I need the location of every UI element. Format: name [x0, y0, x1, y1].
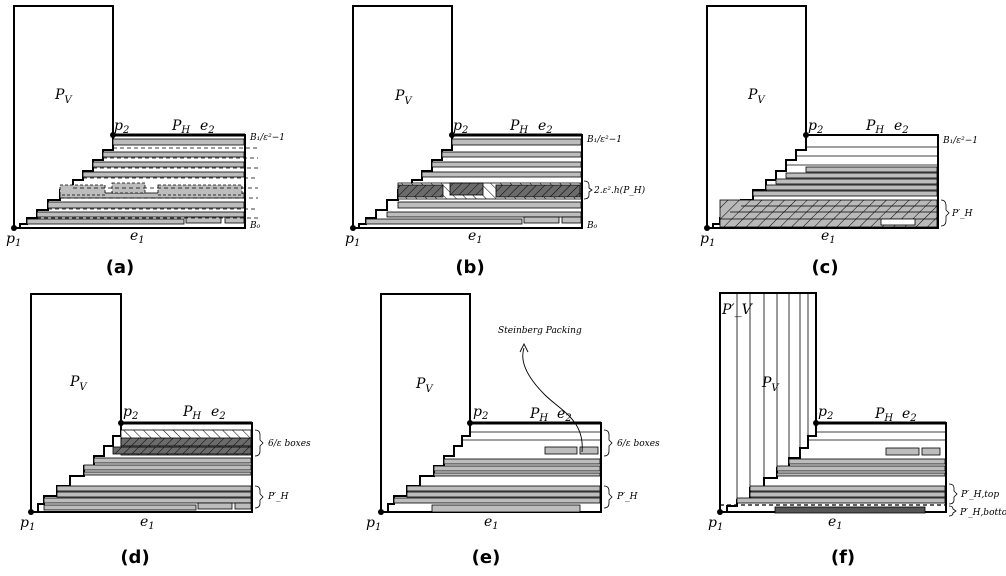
p2-label: p2 — [114, 118, 129, 136]
pv-label: PV — [394, 88, 413, 107]
p1-label: p1 — [345, 231, 360, 249]
block-top-label: B₁/ε²−1 — [249, 133, 285, 143]
caption-e: (e) — [472, 547, 501, 568]
e1-label: e1 — [484, 514, 499, 532]
p1-label: p1 — [708, 515, 723, 533]
panel-e: PV p2 PH e2 p1 e1 Steinberg Packing 6/ε … — [366, 293, 660, 568]
ph-label: PH — [182, 404, 201, 422]
ph-label: PH — [529, 406, 548, 424]
e2-label: e2 — [557, 406, 572, 424]
ph-prime-label: P′_H — [951, 209, 973, 219]
e1-label: e1 — [140, 514, 155, 532]
e2-label: e2 — [211, 404, 226, 422]
p2-label: p2 — [123, 404, 138, 422]
block-bottom-label: B₀ — [249, 221, 261, 231]
p1-label: p1 — [20, 515, 35, 533]
caption-a: (a) — [106, 257, 135, 278]
pv-label: PV — [69, 374, 88, 393]
e1-label: e1 — [828, 514, 843, 532]
e2-label: e2 — [538, 118, 553, 136]
ph-prime-label: P′_H — [267, 492, 289, 502]
caption-f: (f) — [831, 547, 855, 568]
e2-label: e2 — [200, 118, 215, 136]
e1-label: e1 — [468, 228, 483, 246]
ph-label: PH — [874, 406, 893, 424]
p2-label: p2 — [473, 404, 488, 422]
ph-prime-label: P′_H — [616, 492, 638, 502]
panel-f: P′_V PV p2 PH e2 p1 e1 P′_H,top P′_H,bot… — [708, 292, 1006, 568]
boxes-label: 6/ε boxes — [617, 439, 660, 449]
caption-d: (d) — [120, 547, 149, 568]
strip-height-label: 2.ε².h(P_H) — [593, 185, 646, 196]
p1-label: p1 — [366, 515, 381, 533]
block-top-label: B₁/ε²−1 — [586, 135, 622, 145]
e2-label: e2 — [902, 406, 917, 424]
panel-a: PV p2 PH e2 p1 e1 B₁/ε²−1 B₀ (a) — [6, 5, 285, 278]
p1-label: p1 — [6, 231, 21, 249]
pv-label: PV — [54, 87, 73, 106]
p2-label: p2 — [818, 404, 833, 422]
ph-label: PH — [865, 118, 884, 136]
e1-label: e1 — [130, 228, 145, 246]
e1-label: e1 — [821, 228, 836, 246]
ph-label: PH — [509, 118, 528, 136]
steinberg-annotation: Steinberg Packing — [498, 326, 582, 336]
p2-label: p2 — [453, 118, 468, 136]
ph-label: PH — [171, 118, 190, 136]
pv-label: PV — [415, 376, 434, 395]
block-bottom-label: B₀ — [586, 221, 598, 231]
boxes-label: 6/ε boxes — [268, 439, 311, 449]
ph-bottom-label: P′_H,bottom — [959, 508, 1006, 518]
p1-label: p1 — [700, 231, 715, 249]
pv-label: PV — [761, 375, 780, 394]
pv-label: PV — [747, 87, 766, 106]
panel-b: PV p2 PH e2 p1 e1 B₁/ε²−1 2.ε².h(P_H) B₀… — [345, 5, 646, 278]
p2-label: p2 — [808, 118, 823, 136]
caption-c: (c) — [811, 257, 838, 278]
caption-b: (b) — [455, 257, 484, 278]
pv-prime-label: P′_V — [721, 302, 754, 318]
block-top-label: B₁/ε²−1 — [942, 136, 978, 146]
panel-c: PV p2 PH e2 p1 e1 B₁/ε²−1 P′_H (c) — [700, 5, 978, 278]
e2-label: e2 — [894, 118, 909, 136]
panel-d: PV p2 PH e2 p1 e1 6/ε boxes P′_H (d) — [20, 293, 311, 568]
ph-top-label: P′_H,top — [960, 490, 999, 500]
